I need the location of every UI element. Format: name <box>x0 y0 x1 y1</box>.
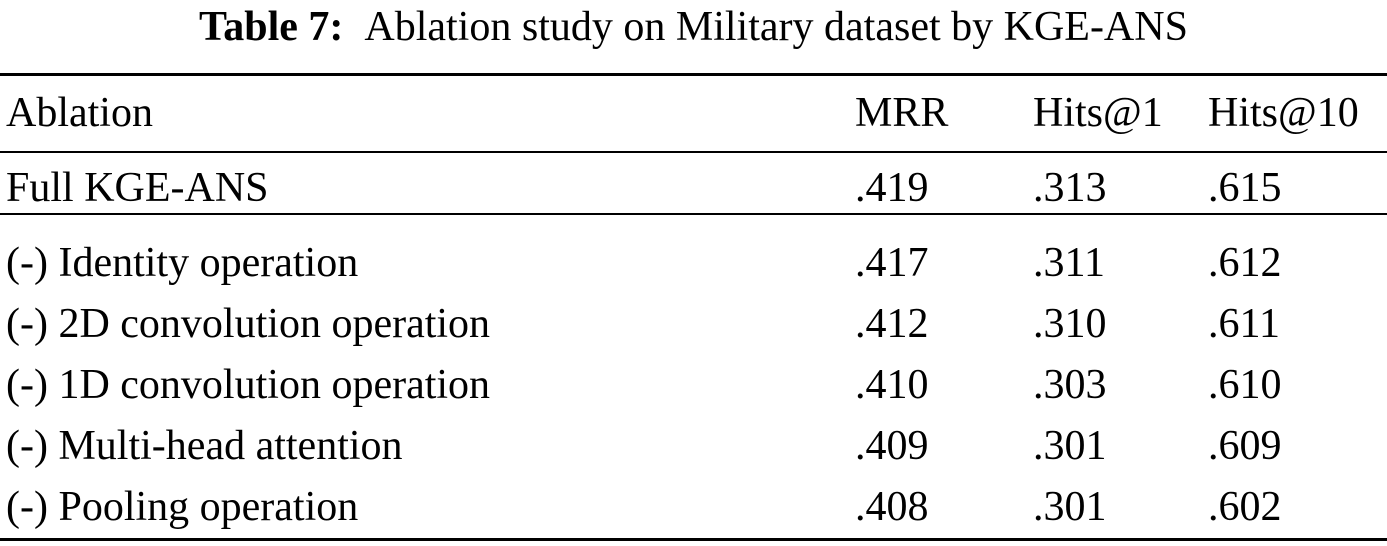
bottom-rule <box>0 538 1387 541</box>
table-row: (-) 1D convolution operation .410 .303 .… <box>0 355 1387 415</box>
header-ablation: Ablation <box>6 90 153 136</box>
mrr-cell: .410 <box>855 362 929 408</box>
hits10-cell: .610 <box>1208 362 1282 408</box>
ablation-cell: (-) 1D convolution operation <box>6 362 491 408</box>
hits1-cell: .303 <box>1033 362 1107 408</box>
hits10-cell: .611 <box>1208 301 1280 347</box>
table-row: (-) 2D convolution operation .412 .310 .… <box>0 294 1387 354</box>
mrr-cell: .417 <box>855 240 929 286</box>
header-row: Ablation MRR Hits@1 Hits@10 <box>0 83 1387 143</box>
mrr-cell: .409 <box>855 423 929 469</box>
hits1-cell: .310 <box>1033 301 1107 347</box>
ablation-cell: (-) Identity operation <box>6 240 359 286</box>
hits1-cell: .313 <box>1033 165 1107 211</box>
ablation-cell: (-) Multi-head attention <box>6 423 403 469</box>
hits1-cell: .301 <box>1033 484 1107 530</box>
hits10-cell: .602 <box>1208 484 1282 530</box>
mrr-cell: .408 <box>855 484 929 530</box>
header-rule <box>0 151 1387 153</box>
top-rule <box>0 73 1387 76</box>
hits10-cell: .612 <box>1208 240 1282 286</box>
mrr-cell: .419 <box>855 165 929 211</box>
ablation-cell: Full KGE-ANS <box>6 165 269 211</box>
caption-label: Table 7: <box>199 4 344 50</box>
table-caption: Table 7: Ablation study on Military data… <box>0 2 1387 52</box>
caption-text: Ablation study on Military dataset by KG… <box>364 4 1188 50</box>
header-mrr: MRR <box>855 90 949 136</box>
hits1-cell: .301 <box>1033 423 1107 469</box>
table-row: (-) Pooling operation .408 .301 .602 <box>0 477 1387 537</box>
header-hits10: Hits@10 <box>1208 90 1359 136</box>
hits1-cell: .311 <box>1033 240 1105 286</box>
header-hits1: Hits@1 <box>1033 90 1163 136</box>
hits10-cell: .609 <box>1208 423 1282 469</box>
hits10-cell: .615 <box>1208 165 1282 211</box>
table-row: Full KGE-ANS .419 .313 .615 <box>0 158 1387 218</box>
table-row: (-) Identity operation .417 .311 .612 <box>0 233 1387 293</box>
full-model-rule <box>0 213 1387 215</box>
table-row: (-) Multi-head attention .409 .301 .609 <box>0 416 1387 476</box>
ablation-cell: (-) Pooling operation <box>6 484 359 530</box>
mrr-cell: .412 <box>855 301 929 347</box>
ablation-cell: (-) 2D convolution operation <box>6 301 491 347</box>
